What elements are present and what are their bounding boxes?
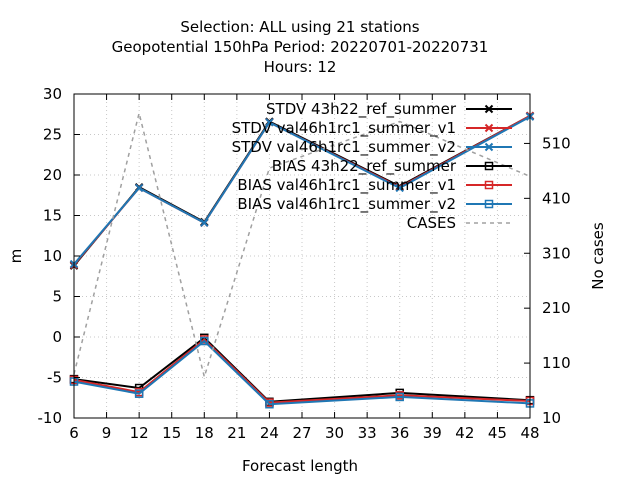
x-tick-label: 27 xyxy=(292,424,311,442)
series-6-point xyxy=(395,392,404,402)
legend-label-2: STDV val46h1rc1_summer_v1 xyxy=(232,119,456,138)
series-line-5 xyxy=(73,338,531,404)
legend-label-5: BIAS val46h1rc1_summer_v1 xyxy=(237,176,456,195)
y-tick-label: -10 xyxy=(38,409,63,427)
series-3-point-stroke-b xyxy=(134,183,144,193)
legend-marker-5 xyxy=(484,180,494,190)
series-3-point xyxy=(265,118,274,127)
x-tick-label: 39 xyxy=(423,424,442,442)
series-6-point xyxy=(200,336,209,346)
legend-marker-3-stroke-b xyxy=(484,142,494,152)
x-tick-label: 30 xyxy=(325,424,344,442)
legend-marker-3 xyxy=(484,142,494,152)
legend-label-1: STDV 43h22_ref_summer xyxy=(266,100,457,119)
legend-marker-1-stroke-b xyxy=(484,104,494,114)
series-3-point xyxy=(395,183,404,193)
x-tick-label: 48 xyxy=(520,424,539,442)
y2-axis-label: No cases xyxy=(589,222,607,290)
y-tick-label: -5 xyxy=(47,369,62,387)
legend-label-4: BIAS 43h22_ref_summer xyxy=(272,157,457,176)
grid xyxy=(74,94,530,418)
series-3-point-stroke-b xyxy=(395,183,404,193)
y2-tick-label: 510 xyxy=(542,134,571,152)
y-tick-label: 15 xyxy=(43,207,62,225)
x-tick-label: 12 xyxy=(130,424,149,442)
x-tick-label: 18 xyxy=(195,424,214,442)
x-tick-label: 21 xyxy=(227,424,246,442)
legend-label-7: CASES xyxy=(407,214,456,232)
series-3-point-stroke-b xyxy=(265,118,274,127)
y2-tick-label: 10 xyxy=(542,409,561,427)
y-tick-label: 10 xyxy=(43,247,62,265)
series-3-point xyxy=(200,218,209,227)
series-line-3 xyxy=(73,115,531,265)
x-tick-label: 24 xyxy=(260,424,279,442)
legend-marker-1 xyxy=(484,104,494,114)
series-3-point xyxy=(134,183,144,193)
title-line-2: Geopotential 150hPa Period: 20220701-202… xyxy=(112,38,489,56)
x-tick-label: 33 xyxy=(358,424,377,442)
x-tick-label: 45 xyxy=(488,424,507,442)
plot-series xyxy=(69,111,535,409)
legend-marker-2 xyxy=(484,123,494,133)
title-line-1: Selection: ALL using 21 stations xyxy=(180,18,419,36)
y2-tick-label: 410 xyxy=(542,189,571,207)
series-line-7 xyxy=(73,113,531,380)
x-axis-label: Forecast length xyxy=(242,457,358,475)
y-tick-label: 20 xyxy=(43,166,62,184)
series-6-point xyxy=(134,389,144,398)
chart-title: Selection: ALL using 21 stations Geopote… xyxy=(112,18,489,76)
series-6-point xyxy=(265,399,274,409)
y2-tick-label: 110 xyxy=(542,354,571,372)
legend-marker-4 xyxy=(484,161,494,171)
legend-label-3: STDV val46h1rc1_summer_v2 xyxy=(232,138,456,157)
y2-tick-label: 210 xyxy=(542,299,571,317)
y-tick-label: 25 xyxy=(43,126,62,144)
x-tick-label: 36 xyxy=(390,424,409,442)
x-tick-label: 15 xyxy=(162,424,181,442)
axis-ticks: 6 9 12 15 18 21 24 27 30 33 36 39 42 45 48-10-50510152… xyxy=(38,85,571,442)
legend-label-6: BIAS val46h1rc1_summer_v2 xyxy=(237,195,456,214)
y-tick-label: 5 xyxy=(52,288,62,306)
y-tick-label: 0 xyxy=(52,328,62,346)
y2-tick-label: 310 xyxy=(542,244,571,262)
x-tick-label: 9 xyxy=(102,424,112,442)
x-tick-label: 6 xyxy=(69,424,79,442)
title-line-3: Hours: 12 xyxy=(264,58,337,76)
series-3-point-stroke-b xyxy=(200,218,209,227)
legend-marker-6 xyxy=(484,199,494,209)
series-line-6 xyxy=(73,339,531,406)
y-tick-label: 30 xyxy=(43,85,62,103)
legend-marker-2-stroke-b xyxy=(484,123,494,133)
y-axis-label: m xyxy=(7,249,25,264)
x-tick-label: 42 xyxy=(455,424,474,442)
